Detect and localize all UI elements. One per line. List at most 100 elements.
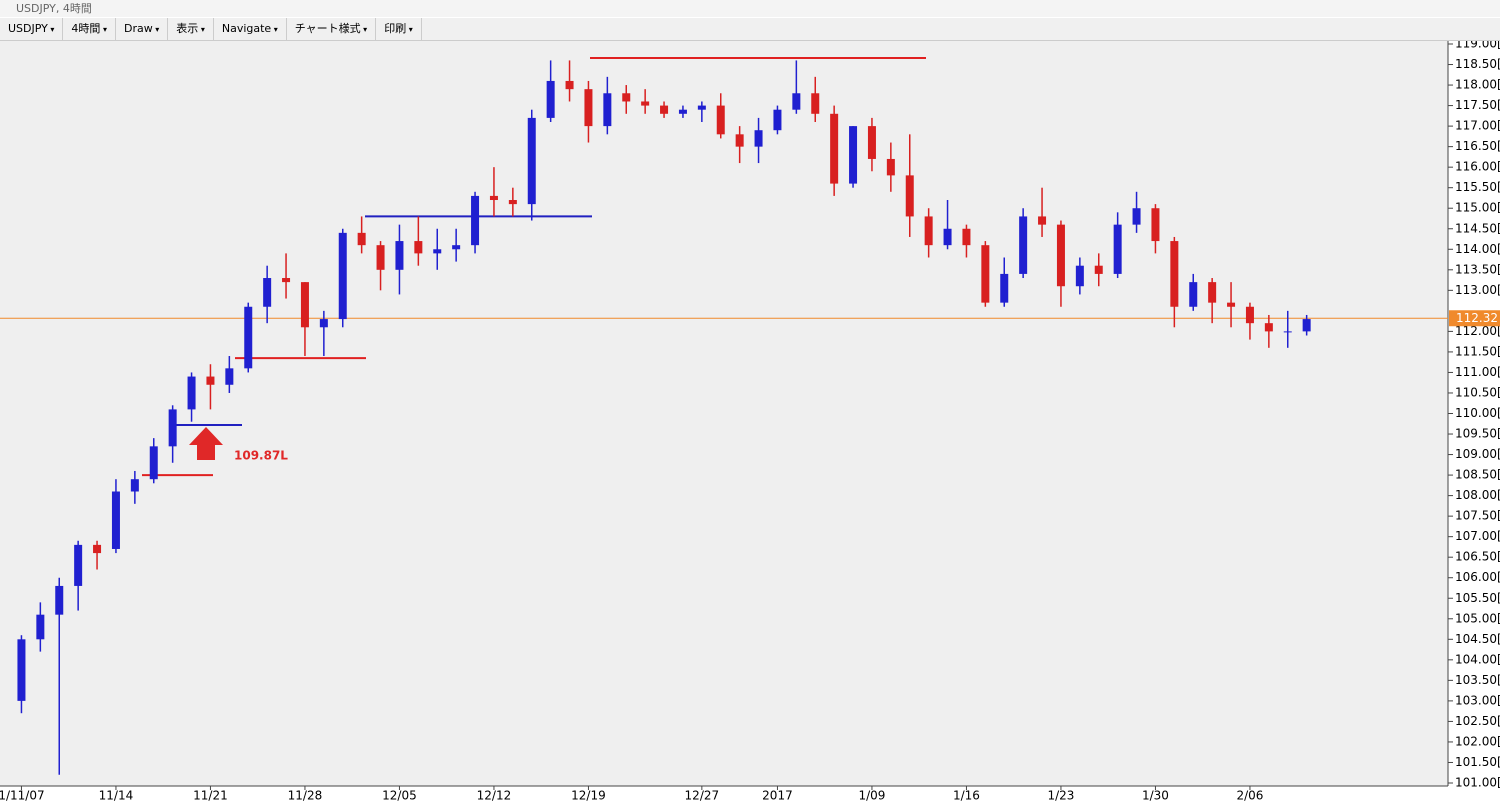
candle-body (1094, 265, 1103, 274)
y-tick-label: 104.50[0 (1455, 632, 1500, 646)
candle-body (1264, 323, 1273, 332)
candle-body (1283, 331, 1292, 333)
x-tick-label: 11/21 (193, 789, 228, 803)
candle-body (206, 376, 215, 385)
candle-body (36, 614, 45, 640)
title-bar: USDJPY, 4時間 (0, 0, 1500, 17)
x-tick-label: 11/14 (99, 789, 134, 803)
y-tick-label: 106.50[0 (1455, 550, 1500, 564)
y-tick-label: 111.50[0 (1455, 344, 1500, 358)
candle-body (1132, 208, 1141, 225)
candle-body (187, 376, 196, 410)
x-tick-label: 11/28 (288, 789, 323, 803)
candle-body (849, 126, 858, 184)
toolbar-button[interactable]: 印刷 (376, 18, 422, 41)
candle-body (886, 158, 895, 176)
candle-body (792, 93, 801, 110)
candle-body (17, 639, 26, 701)
candle-body (55, 585, 64, 615)
y-tick-label: 108.50[0 (1455, 468, 1500, 482)
candle-body (1170, 241, 1179, 307)
candle-body (773, 109, 782, 131)
y-tick-label: 101.50[0 (1455, 755, 1500, 769)
candle-body (93, 544, 102, 554)
candle-body (754, 130, 763, 147)
candle-body (471, 195, 480, 246)
candle-body (546, 80, 555, 118)
x-tick-label: 12/19 (571, 789, 606, 803)
y-tick-label: 107.50[0 (1455, 509, 1500, 523)
y-axis: 101.00[101.50[0 102.00[0 102.50[0 103.00[0 1… (1448, 37, 1500, 790)
y-tick-label: 105.50[0 (1455, 591, 1500, 605)
x-tick-label: 2017 (762, 789, 793, 803)
candle-body (622, 93, 631, 102)
y-tick-label: 114.00[0 (1455, 242, 1500, 256)
candle-body (924, 216, 933, 246)
candle-body (357, 232, 366, 246)
y-tick-label: 110.50[0 (1455, 385, 1500, 399)
candle-body (452, 245, 461, 250)
y-tick-label: 108.00[0 (1455, 488, 1500, 502)
candle-body (678, 109, 687, 114)
candle-body (1302, 319, 1311, 332)
candle-body (263, 278, 272, 307)
x-tick-label: 1/30 (1142, 789, 1169, 803)
y-tick-label: 116.50[0 (1455, 139, 1500, 153)
candle-body (111, 491, 120, 549)
candle-body (1189, 282, 1198, 307)
y-tick-label: 113.50[0 (1455, 262, 1500, 276)
candle-body (376, 245, 385, 270)
candle-body (716, 105, 725, 135)
x-tick-label: 12/27 (685, 789, 720, 803)
candle-body (1038, 216, 1047, 225)
candle-body (641, 101, 650, 106)
x-tick-label: 2/06 (1236, 789, 1263, 803)
y-tick-label: 102.00[0 (1455, 734, 1500, 748)
candle-body (962, 228, 971, 246)
candle-body (830, 113, 839, 184)
candle-body (660, 105, 669, 114)
y-tick-label: 117.00[0 (1455, 119, 1500, 133)
y-tick-label: 106.00[0 (1455, 570, 1500, 584)
candle-body (735, 134, 744, 147)
x-tick-label: 12/12 (477, 789, 512, 803)
x-tick-label: 1/23 (1047, 789, 1074, 803)
candle-body (508, 200, 517, 205)
y-tick-label: 115.50[0 (1455, 180, 1500, 194)
candle-body (584, 89, 593, 127)
window-title: USDJPY, 4時間 (16, 2, 92, 15)
y-tick-label: 113.00[0 (1455, 283, 1500, 297)
x-tick-label: 1/11/07 (0, 789, 45, 803)
candle-body (300, 282, 309, 328)
y-tick-label: 115.00[0 (1455, 201, 1500, 215)
candle-body (867, 126, 876, 159)
arrow (189, 427, 223, 460)
y-tick-label: 119.00[0 (1455, 37, 1500, 51)
candle-body (905, 175, 914, 217)
y-tick-label: 107.00[0 (1455, 529, 1500, 543)
candle-body (1056, 224, 1065, 287)
candle-body (1000, 273, 1009, 303)
candle-body (338, 232, 347, 320)
y-tick-label: 109.50[0 (1455, 427, 1500, 441)
candle-body (395, 241, 404, 270)
last-price-box (1449, 310, 1500, 327)
candle-body (282, 278, 291, 283)
y-tick-label: 104.00[0 (1455, 652, 1500, 666)
candle-body (981, 245, 990, 303)
y-tick-label: 109.00[0 (1455, 447, 1500, 461)
candle-body (319, 319, 328, 328)
candle-body (565, 80, 574, 90)
x-tick-label: 12/05 (382, 789, 417, 803)
candle-body (433, 249, 442, 254)
y-tick-label: 105.00[0 (1455, 611, 1500, 625)
candle-body (168, 409, 177, 447)
candle-body (603, 93, 612, 127)
x-tick-label: 1/09 (858, 789, 885, 803)
x-tick-label: 1/16 (953, 789, 980, 803)
toolbar: USDJPY4時間Draw表示Navigateチャート様式印刷 (0, 18, 1500, 41)
y-tick-label: 103.00[0 (1455, 693, 1500, 707)
candle-body (1227, 302, 1236, 307)
